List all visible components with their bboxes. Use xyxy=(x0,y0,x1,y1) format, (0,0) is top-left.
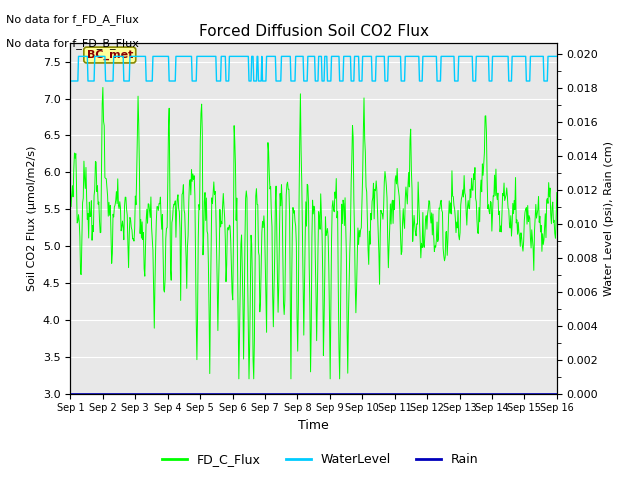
Text: BC_met: BC_met xyxy=(86,50,133,60)
Title: Forced Diffusion Soil CO2 Flux: Forced Diffusion Soil CO2 Flux xyxy=(198,24,429,39)
Text: No data for f_FD_B_Flux: No data for f_FD_B_Flux xyxy=(6,38,140,49)
Y-axis label: Soil CO2 Flux (μmol/m2/s): Soil CO2 Flux (μmol/m2/s) xyxy=(28,146,37,291)
Text: No data for f_FD_A_Flux: No data for f_FD_A_Flux xyxy=(6,14,140,25)
X-axis label: Time: Time xyxy=(298,419,329,432)
Legend: FD_C_Flux, WaterLevel, Rain: FD_C_Flux, WaterLevel, Rain xyxy=(157,448,483,471)
Y-axis label: Water Level (psi), Rain (cm): Water Level (psi), Rain (cm) xyxy=(604,141,614,296)
